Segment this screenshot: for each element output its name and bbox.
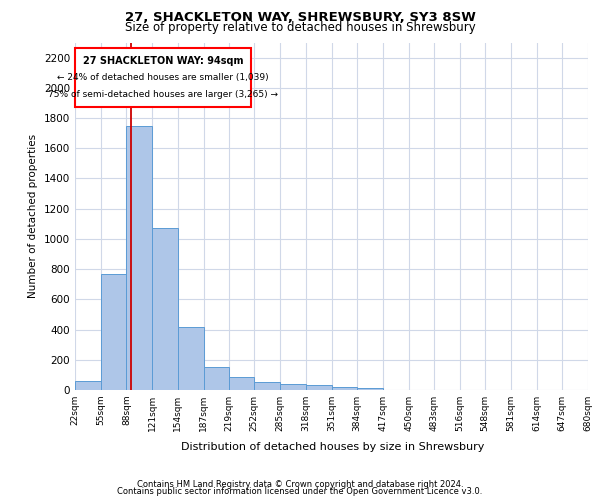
Bar xyxy=(101,274,127,390)
Bar xyxy=(127,126,152,390)
Bar xyxy=(152,228,178,390)
Text: Size of property relative to detached houses in Shrewsbury: Size of property relative to detached ho… xyxy=(125,22,475,35)
Bar xyxy=(178,326,203,390)
Text: ← 24% of detached houses are smaller (1,039): ← 24% of detached houses are smaller (1,… xyxy=(57,73,269,82)
Y-axis label: Number of detached properties: Number of detached properties xyxy=(28,134,38,298)
Text: Contains HM Land Registry data © Crown copyright and database right 2024.: Contains HM Land Registry data © Crown c… xyxy=(137,480,463,489)
Bar xyxy=(357,388,383,390)
FancyBboxPatch shape xyxy=(75,48,251,108)
Bar xyxy=(306,386,332,390)
Bar xyxy=(332,387,357,390)
Text: 75% of semi-detached houses are larger (3,265) →: 75% of semi-detached houses are larger (… xyxy=(48,90,278,99)
Text: 27, SHACKLETON WAY, SHREWSBURY, SY3 8SW: 27, SHACKLETON WAY, SHREWSBURY, SY3 8SW xyxy=(125,11,475,24)
Bar xyxy=(229,377,254,390)
Text: Distribution of detached houses by size in Shrewsbury: Distribution of detached houses by size … xyxy=(181,442,485,452)
Bar xyxy=(203,366,229,390)
Text: Contains public sector information licensed under the Open Government Licence v3: Contains public sector information licen… xyxy=(118,487,482,496)
Bar xyxy=(75,381,101,390)
Bar xyxy=(254,382,280,390)
Text: 27 SHACKLETON WAY: 94sqm: 27 SHACKLETON WAY: 94sqm xyxy=(83,56,244,66)
Bar xyxy=(280,384,306,390)
